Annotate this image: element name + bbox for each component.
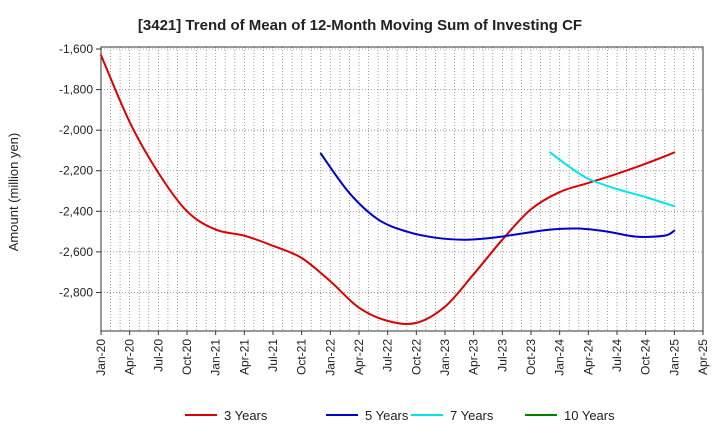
y-axis-label: Amount (million yen) [6,133,21,252]
x-tick-label: Oct-24 [639,339,653,375]
x-tick-label: Apr-25 [696,339,710,375]
y-tick-label: -2,400 [59,204,93,218]
x-tick-label: Apr-22 [352,339,366,375]
x-tick-label: Jul-21 [266,339,280,372]
x-tick-label: Jan-20 [94,339,108,376]
legend-label-10-years: 10 Years [564,408,615,423]
y-tick-label: -2,800 [59,285,93,299]
series-line-3-years [100,54,676,325]
x-tick-label: Apr-24 [581,339,595,375]
series-line-7-years [549,151,676,208]
x-tick-label: Jul-22 [381,339,395,372]
x-tick-label: Jan-23 [438,339,452,376]
x-tick-label: Jan-21 [209,339,223,376]
plot-frame [100,46,704,332]
y-tick-label: -2,000 [59,123,93,137]
x-tick-label: Jan-24 [553,339,567,376]
x-tick-label: Apr-21 [237,339,251,375]
x-tick-label: Apr-23 [467,339,481,375]
y-tick-label: -1,600 [59,42,93,56]
series-line-5-years [319,152,676,241]
legend-label-7-years: 7 Years [450,408,494,423]
legend: 3 Years 5 Years 7 Years 10 Years [185,408,615,423]
legend-label-3-years: 3 Years [224,408,268,423]
plot-background [101,47,703,331]
x-tick-label: Jul-24 [610,339,624,372]
x-tick-label: Oct-22 [409,339,423,375]
y-tick-label: -2,200 [59,164,93,178]
legend-label-5-years: 5 Years [365,408,409,423]
chart-title: [3421] Trend of Mean of 12-Month Moving … [138,17,582,34]
y-tick-label: -2,600 [59,245,93,259]
x-tick-label: Oct-21 [295,339,309,375]
x-tick-label: Jan-25 [667,339,681,376]
x-tick-label: Oct-20 [180,339,194,375]
x-tick-label: Jan-22 [323,339,337,376]
x-tick-label: Jul-20 [151,339,165,372]
y-tick-label: -1,800 [59,83,93,97]
x-tick-label: Oct-23 [524,339,538,375]
plot-area: -1,600 -1,800 -2,000 -2,200 -2,400 -2,600 -2,8… [59,42,710,376]
x-tick-label: Apr-20 [123,339,137,375]
x-tick-label: Jul-23 [495,339,509,372]
